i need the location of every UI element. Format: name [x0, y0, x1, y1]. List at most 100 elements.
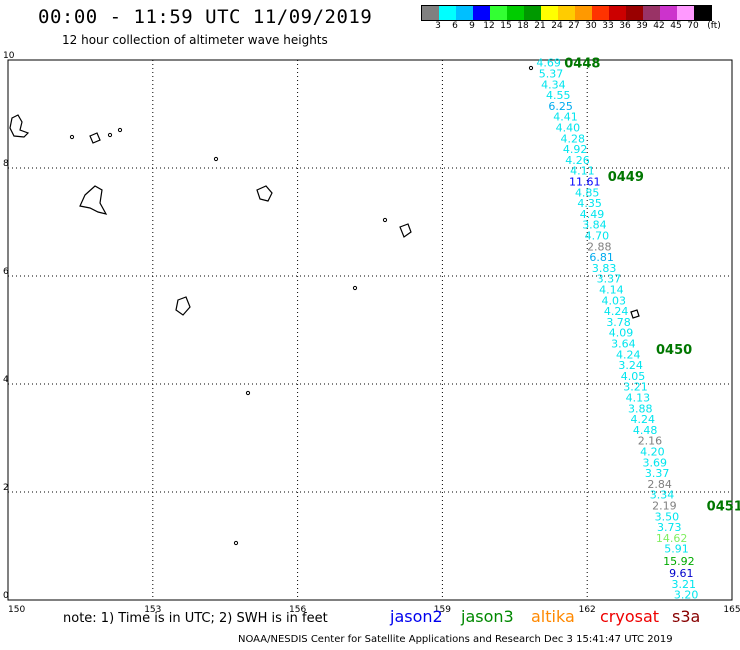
legend-swatch — [473, 6, 490, 20]
wave-height-label: 14.62 — [656, 532, 688, 545]
wave-height-label: 4.24 — [604, 305, 629, 318]
y-tick-label: 10 — [3, 51, 15, 61]
wave-height-label: 4.24 — [630, 413, 655, 426]
satellite-legend-cryosat: cryosat — [600, 607, 660, 626]
wave-height-label: 4.92 — [563, 143, 588, 156]
wave-height-label: 4.28 — [560, 132, 585, 145]
wave-height-label: 4.35 — [577, 197, 602, 210]
legend-swatch — [524, 6, 541, 20]
legend-label: 36 — [619, 21, 631, 31]
legend-label: 42 — [653, 21, 665, 31]
legend-label: 30 — [585, 21, 597, 31]
wave-height-label: 4.14 — [599, 284, 624, 297]
wave-height-label: 6.25 — [548, 100, 573, 113]
x-tick-label: 165 — [723, 605, 740, 615]
wave-height-label: 3.21 — [671, 578, 696, 591]
wave-height-label: 11.61 — [569, 176, 601, 189]
legend-swatch — [456, 6, 473, 20]
wave-height-label: 3.24 — [618, 359, 643, 372]
legend-label: 33 — [602, 21, 614, 31]
wave-height-label: 3.73 — [657, 521, 682, 534]
x-tick-label: 150 — [8, 605, 25, 615]
x-tick-label: 162 — [579, 605, 596, 615]
islet — [117, 127, 123, 133]
wave-height-label: 3.64 — [611, 338, 636, 351]
legend-label: 18 — [517, 21, 529, 31]
wave-height-label: 4.55 — [546, 89, 571, 102]
wave-height-label: 3.69 — [643, 456, 668, 469]
wave-height-label: 4.26 — [565, 154, 590, 167]
x-tick-label: 156 — [289, 605, 306, 615]
wave-height-label: 3.20 — [674, 589, 699, 602]
wave-height-label: 4.85 — [575, 186, 600, 199]
satellite-legend-altika: altika — [531, 607, 575, 626]
satellite-legend-jason3: jason3 — [461, 607, 514, 626]
legend-label: 70 — [687, 21, 699, 31]
y-tick-label: 6 — [3, 267, 9, 277]
wave-height-label: 3.83 — [592, 262, 617, 275]
pass-time-label: 0450 — [656, 343, 692, 358]
x-tick-label: 159 — [434, 605, 451, 615]
legend-label: 6 — [452, 21, 458, 31]
legend-label: 45 — [670, 21, 682, 31]
wave-height-label: 6.81 — [589, 251, 614, 264]
color-legend — [421, 5, 712, 21]
legend-label: 12 — [483, 21, 495, 31]
satellite-legend-jason2: jason2 — [390, 607, 443, 626]
wave-height-label: 4.13 — [626, 392, 651, 405]
legend-swatch — [507, 6, 524, 20]
pass-time-label: 0451 — [707, 500, 740, 515]
color-legend-labels: 3 6 9 12 15 18 21 24 27 30 33 36 39 42 45 70 (ft) — [421, 21, 740, 33]
legend-swatch — [643, 6, 660, 20]
legend-swatch — [558, 6, 575, 20]
x-tick-label: 153 — [144, 605, 161, 615]
island-outline — [256, 185, 273, 202]
island-outline — [79, 185, 108, 215]
islet — [528, 65, 534, 71]
legend-label: 27 — [568, 21, 580, 31]
y-tick-label: 2 — [3, 483, 9, 493]
y-tick-label: 4 — [3, 375, 9, 385]
islet — [245, 390, 251, 396]
island-outline — [175, 296, 191, 316]
wave-height-label: 3.37 — [597, 273, 622, 286]
legend-label: 3 — [435, 21, 441, 31]
wave-height-label: 4.11 — [570, 165, 595, 178]
legend-swatch — [694, 6, 711, 20]
wave-height-label: 4.20 — [640, 446, 665, 459]
legend-unit: (ft) — [707, 21, 721, 31]
legend-swatch — [422, 6, 439, 20]
legend-swatch — [439, 6, 456, 20]
wave-height-label: 5.37 — [539, 68, 564, 81]
wave-height-label: 2.19 — [652, 500, 677, 513]
wave-height-label: 4.40 — [556, 122, 581, 135]
wave-height-label: 4.34 — [541, 78, 566, 91]
wave-height-label: 3.84 — [582, 219, 607, 232]
page-title: 00:00 - 11:59 UTC 11/09/2019 — [38, 6, 373, 28]
islet — [69, 134, 75, 140]
y-tick-label: 0 — [3, 591, 9, 601]
legend-label: 15 — [500, 21, 512, 31]
legend-label: 24 — [551, 21, 563, 31]
wave-height-label: 4.05 — [621, 370, 646, 383]
wave-height-label: 3.88 — [628, 402, 653, 415]
wave-height-label: 4.03 — [601, 294, 626, 307]
islet — [352, 285, 358, 291]
wave-height-label: 4.69 — [536, 57, 561, 70]
legend-swatch — [592, 6, 609, 20]
island-outline — [89, 132, 101, 144]
wave-height-label: 2.88 — [587, 240, 612, 253]
island-outline — [399, 223, 412, 238]
footnote: note: 1) Time is in UTC; 2) SWH is in fe… — [63, 611, 328, 626]
satellite-legend-s3a: s3a — [672, 607, 701, 626]
legend-swatch — [609, 6, 626, 20]
legend-swatch — [626, 6, 643, 20]
wave-height-label: 3.78 — [606, 316, 631, 329]
wave-height-label: 3.34 — [650, 489, 675, 502]
legend-label: 21 — [534, 21, 546, 31]
wave-height-label: 4.09 — [609, 327, 634, 340]
pass-time-label: 0449 — [608, 170, 644, 185]
wave-height-label: 4.48 — [633, 424, 658, 437]
wave-height-label: 3.37 — [645, 467, 670, 480]
